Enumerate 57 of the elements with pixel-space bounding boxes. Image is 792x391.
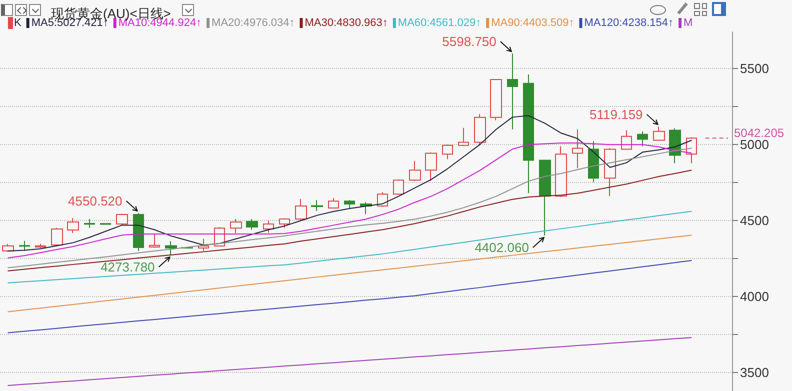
- candlestick: [604, 148, 616, 197]
- line-series: [8, 234, 692, 312]
- legend-label: MA120:4238.154↑: [584, 17, 674, 29]
- candlestick: [149, 234, 160, 248]
- candlestick: [328, 198, 339, 209]
- line-series: [8, 337, 692, 386]
- candlestick: [686, 136, 697, 164]
- candlestick: [555, 146, 567, 198]
- candlestick: [539, 160, 551, 236]
- legend-label: MA60:4561.029↑: [398, 17, 482, 29]
- legend-label: MA20:4976.034↑: [212, 17, 295, 29]
- candlestick: [474, 114, 486, 146]
- candlestick: [409, 160, 421, 182]
- legend-label: K: [14, 17, 22, 29]
- candlestick: [588, 140, 599, 183]
- candlestick: [637, 130, 648, 147]
- annotation: 4550.520: [68, 193, 122, 208]
- y-tick-label: 4500: [740, 213, 769, 228]
- candlestick: [344, 200, 355, 208]
- candlestick: [100, 222, 111, 226]
- candlestick: [458, 127, 469, 147]
- legend-label: M: [684, 17, 693, 29]
- line-series: [8, 170, 692, 272]
- line-series: [8, 210, 692, 284]
- y-tick-label: 3500: [740, 365, 769, 380]
- annotation: 4273.780: [100, 260, 155, 275]
- candlestick: [84, 218, 95, 228]
- candlestick: [425, 152, 437, 182]
- candlestick: [279, 218, 290, 228]
- candlestick: [621, 130, 632, 150]
- y-tick-label: 4000: [740, 289, 769, 304]
- legend-label: MA30:4830.963↑: [304, 17, 388, 29]
- candlestick: [653, 126, 665, 141]
- candlestick: [51, 227, 63, 246]
- annotation: 5119.159: [590, 106, 643, 122]
- candlestick: [442, 144, 453, 160]
- candlestick: [490, 78, 502, 121]
- candlestick: [263, 220, 274, 234]
- candlestick: [116, 213, 128, 226]
- candlestick: [523, 74, 534, 194]
- candlestick: [165, 240, 177, 256]
- candlestick: [295, 198, 307, 220]
- candlestick: [393, 179, 404, 196]
- legend-label: MA90:4403.509↑: [491, 17, 574, 29]
- annotation: 4402.060: [474, 240, 529, 256]
- line-series: [8, 260, 692, 334]
- candlestick: [67, 218, 79, 234]
- y-tick-label: 5500: [740, 61, 769, 76]
- candlestick: [35, 243, 46, 249]
- annotation: 5598.750: [442, 34, 496, 49]
- candlestick: [19, 240, 30, 252]
- candlestick: [230, 218, 242, 234]
- candlestick: [572, 128, 583, 169]
- candlestick: [133, 212, 144, 252]
- candlestick: [507, 52, 518, 130]
- candlestick: [311, 200, 323, 212]
- candlestick: [246, 218, 258, 230]
